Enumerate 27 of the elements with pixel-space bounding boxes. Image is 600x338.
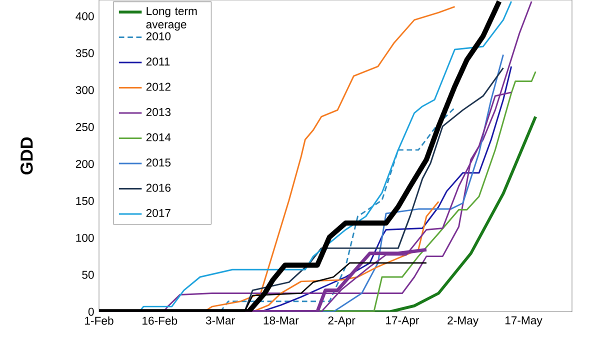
x-tick-label: 17-May bbox=[505, 316, 542, 327]
x-tick-label: 16-Feb bbox=[142, 316, 178, 325]
legend-label: 2017 bbox=[146, 209, 170, 218]
legend-label: 2010 bbox=[146, 32, 171, 40]
legend-label: 2015 bbox=[146, 158, 171, 167]
x-tick-label: 1-Feb bbox=[85, 316, 114, 325]
x-tick-label: 3-Mar bbox=[206, 316, 235, 324]
legend-label: 2016 bbox=[146, 184, 171, 192]
y-tick-label: 400 bbox=[76, 12, 94, 20]
x-tick-label: 18-Mar bbox=[264, 316, 299, 324]
y-axis-title: GDD bbox=[20, 137, 33, 174]
legend-label: 2012 bbox=[146, 82, 170, 91]
y-tick-label: 150 bbox=[76, 196, 94, 205]
y-tick-label: 200 bbox=[76, 160, 94, 168]
x-tick-label: 2-May bbox=[448, 316, 479, 327]
y-tick-label: 100 bbox=[76, 234, 94, 242]
legend-label: 2014 bbox=[146, 133, 171, 142]
x-tick-label: 2-Apr bbox=[328, 316, 356, 327]
legend-label: 2013 bbox=[146, 108, 171, 116]
y-tick-label: 50 bbox=[82, 270, 94, 279]
y-tick-label: 0 bbox=[88, 308, 94, 316]
y-tick-label: 250 bbox=[76, 123, 94, 132]
x-tick-label: 17-Apr bbox=[386, 316, 420, 327]
legend-label: Long term average bbox=[146, 7, 197, 31]
legend-label: 2011 bbox=[146, 58, 170, 66]
y-tick-label: 350 bbox=[76, 49, 94, 58]
y-tick-label: 300 bbox=[76, 86, 94, 94]
